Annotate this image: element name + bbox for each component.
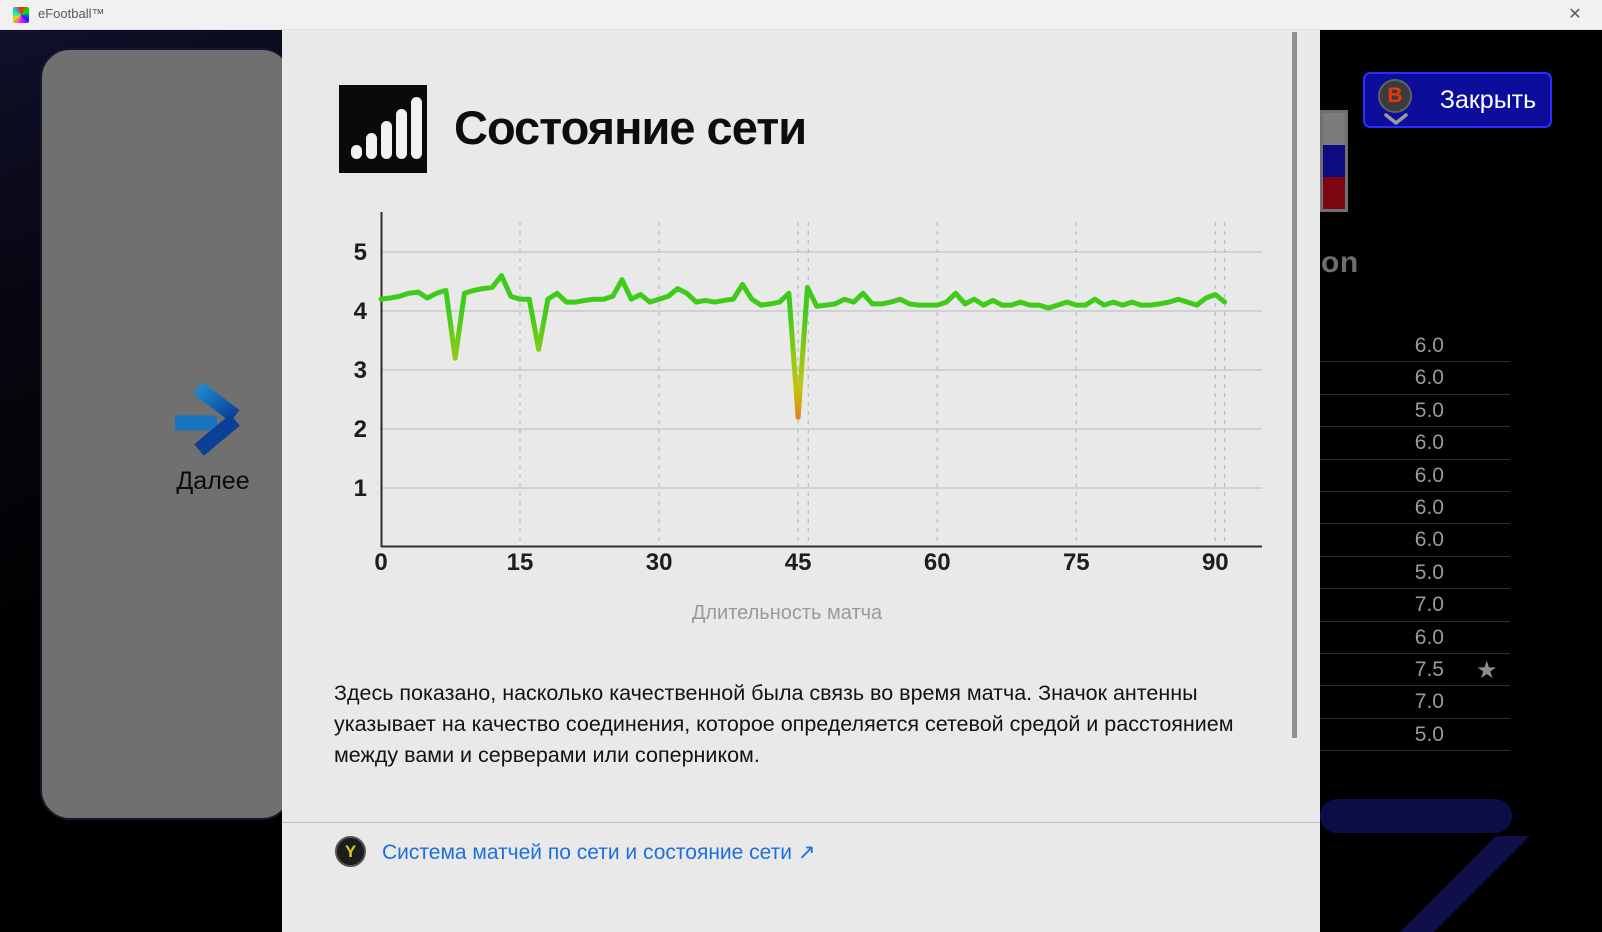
rating-value: 6.0 xyxy=(1414,495,1444,519)
window-close-button[interactable]: ✕ xyxy=(1568,6,1582,23)
rating-value: 6.0 xyxy=(1414,431,1444,455)
signal-bars-icon xyxy=(339,85,427,173)
rating-value: 5.0 xyxy=(1414,722,1444,746)
background-arrow-graphic xyxy=(1320,799,1530,932)
rating-value: 6.0 xyxy=(1414,528,1444,552)
svg-text:1: 1 xyxy=(354,475,367,502)
next-button-label: Далее xyxy=(176,467,250,495)
rating-row: 5.0 xyxy=(1320,395,1510,428)
rating-value: 6.0 xyxy=(1414,366,1444,390)
svg-text:4: 4 xyxy=(354,298,368,325)
gamepad-y-icon: Y xyxy=(335,836,366,867)
next-button[interactable]: Далее xyxy=(138,380,288,496)
svg-text:3: 3 xyxy=(354,357,367,384)
chevron-down-icon xyxy=(1384,113,1408,125)
network-info-link[interactable]: Система матчей по сети и состояние сети … xyxy=(382,841,816,864)
rating-value: 7.5 xyxy=(1414,657,1444,681)
rating-row: 6.0 xyxy=(1320,362,1510,395)
rating-row: 6.0 xyxy=(1320,622,1510,654)
close-button-label: Закрыть xyxy=(1439,86,1537,114)
rating-row: 6.0 xyxy=(1320,330,1510,363)
scrollbar-thumb[interactable] xyxy=(1292,32,1297,738)
rating-row: 7.0 xyxy=(1320,589,1510,622)
flag-stripe-red xyxy=(1323,177,1345,209)
dialog-title: Состояние сети xyxy=(454,101,807,154)
footer-divider xyxy=(282,822,1320,823)
rating-row: 7.5 ★ xyxy=(1320,654,1510,687)
flag-russia-icon xyxy=(1320,110,1348,212)
flag-stripe-blue xyxy=(1323,145,1345,177)
background-column-header: on xyxy=(1321,246,1359,279)
rating-row: 6.0 xyxy=(1320,460,1510,492)
rating-value: 5.0 xyxy=(1414,398,1444,422)
svg-text:2: 2 xyxy=(354,416,367,443)
svg-text:60: 60 xyxy=(924,549,951,576)
svg-text:90: 90 xyxy=(1202,549,1229,576)
rating-row: 6.0 xyxy=(1320,427,1510,460)
rating-value: 7.0 xyxy=(1414,593,1444,617)
app-icon xyxy=(13,7,29,23)
rating-row: 6.0 xyxy=(1320,524,1510,557)
rating-value: 6.0 xyxy=(1414,625,1444,649)
window-title: eFootball™ xyxy=(38,6,105,21)
rating-value: 6.0 xyxy=(1414,334,1444,357)
svg-text:0: 0 xyxy=(374,549,387,576)
close-button[interactable]: B Закрыть xyxy=(1363,72,1552,128)
titlebar: eFootball™ ✕ xyxy=(0,0,1602,30)
rating-row: 5.0 xyxy=(1320,719,1510,752)
svg-text:75: 75 xyxy=(1063,549,1090,576)
chart-x-axis-label: Длительность матча xyxy=(691,602,883,624)
player-ratings-list: 6.0 6.0 5.0 6.0 6.0 6.0 6.0 5.0 7.0 6.0 7.5 ★ 7.0 5.0 xyxy=(1320,330,1510,752)
rating-row: 5.0 xyxy=(1320,557,1510,590)
rating-value: 7.0 xyxy=(1414,690,1444,714)
next-arrow-icon xyxy=(175,382,240,456)
game-area: on 6.0 6.0 5.0 6.0 6.0 6.0 6.0 5.0 7.0 6.0 7.5 ★ 7.0… xyxy=(0,30,1602,932)
svg-text:45: 45 xyxy=(785,549,812,576)
rating-value: 6.0 xyxy=(1414,463,1444,487)
dialog-description: Здесь показано, насколько качественной б… xyxy=(334,681,1234,767)
next-page-panel: Далее xyxy=(40,48,292,820)
svg-text:15: 15 xyxy=(507,549,534,576)
network-status-dialog: Состояние сети 1 2 3 4 5 0 15 30 45 60 75 90 Длител… xyxy=(282,30,1320,932)
rating-value: 5.0 xyxy=(1414,560,1444,584)
gamepad-b-icon: B xyxy=(1378,79,1412,113)
svg-text:5: 5 xyxy=(354,239,367,266)
svg-text:30: 30 xyxy=(646,549,673,576)
rating-row: 6.0 xyxy=(1320,492,1510,525)
rating-row: 7.0 xyxy=(1320,686,1510,719)
star-icon: ★ xyxy=(1476,656,1498,684)
